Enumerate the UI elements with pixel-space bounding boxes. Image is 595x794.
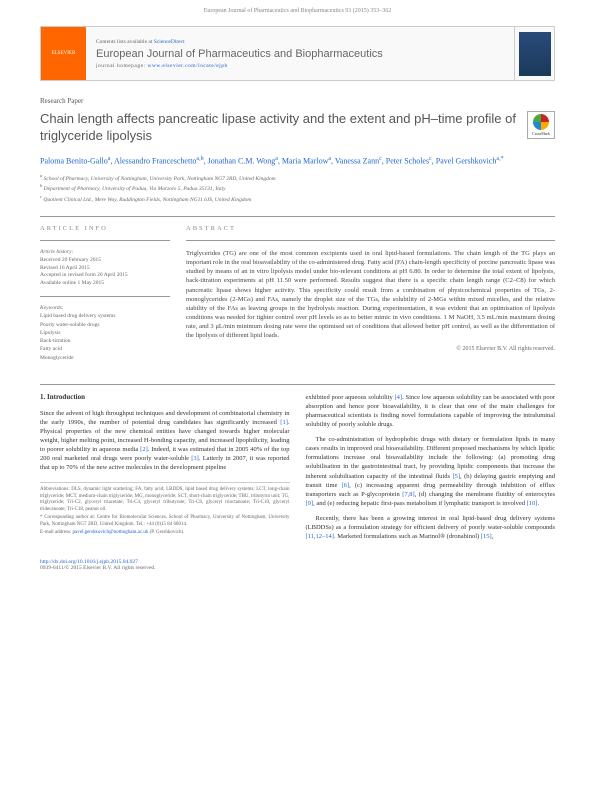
body-text: 1. Introduction Since the advent of high…	[40, 393, 555, 547]
abstract-header: ABSTRACT	[186, 225, 555, 232]
sciencedirect-link[interactable]: ScienceDirect	[154, 39, 185, 45]
email-link[interactable]: pavel.gershkovich@nottingham.ac.uk	[73, 530, 149, 535]
keywords-label: Keywords:	[40, 305, 170, 313]
divider	[40, 216, 555, 217]
abstract-text: Triglycerides (TG) are one of the most c…	[186, 249, 555, 340]
crossmark-label: CrossMark	[532, 131, 550, 136]
keywords-list: Lipid based drug delivery systemsPoorly …	[40, 312, 170, 362]
article-title: Chain length affects pancreatic lipase a…	[40, 111, 555, 145]
footnotes: Abbreviations: DLS, dynamic light scatte…	[40, 482, 290, 537]
article-info-column: ARTICLE INFO Article history: Received 2…	[40, 225, 170, 370]
crossmark-badge[interactable]: CrossMark	[527, 111, 555, 139]
history-label: Article history:	[40, 249, 170, 257]
body-column-left: 1. Introduction Since the advent of high…	[40, 393, 290, 547]
body-column-right: exhibited poor aqueous solubility [4]. S…	[306, 393, 556, 547]
body-paragraph: Since the advent of high throughput tech…	[40, 409, 290, 473]
banner-center: Contents lists available at ScienceDirec…	[86, 27, 514, 80]
affiliations: a School of Pharmacy, University of Nott…	[40, 173, 555, 205]
running-header: European Journal of Pharmaceutics and Bi…	[0, 0, 595, 18]
abbreviations-footnote: Abbreviations: DLS, dynamic light scatte…	[40, 487, 290, 513]
body-paragraph: The co-administration of hydrophobic dru…	[306, 435, 556, 508]
homepage-prefix: journal homepage:	[96, 63, 147, 69]
abstract-column: ABSTRACT Triglycerides (TG) are one of t…	[186, 225, 555, 370]
journal-banner: ELSEVIER Contents lists available at Sci…	[40, 26, 555, 81]
intro-heading: 1. Introduction	[40, 393, 290, 403]
contents-line: Contents lists available at ScienceDirec…	[96, 39, 504, 45]
journal-cover-icon	[519, 32, 551, 76]
publisher-logo: ELSEVIER	[41, 27, 86, 80]
paper-type: Research Paper	[40, 97, 555, 105]
body-paragraph: Recently, there has been a growing inter…	[306, 514, 556, 541]
history-list: Received 20 February 2015Revised 16 Apri…	[40, 257, 170, 288]
doi-footer: http://dx.doi.org/10.1016/j.ejpb.2015.04…	[0, 555, 595, 579]
issn-line: 0939-6411/© 2015 Elsevier B.V. All right…	[40, 565, 156, 571]
corresponding-footnote: * Corresponding author at: Centre for Bi…	[40, 515, 290, 528]
body-paragraph: exhibited poor aqueous solubility [4]. S…	[306, 393, 556, 429]
homepage-link[interactable]: www.elsevier.com/locate/ejpb	[147, 63, 227, 69]
abstract-copyright: © 2015 Elsevier B.V. All rights reserved…	[186, 346, 555, 352]
email-label: E-mail address:	[40, 530, 73, 535]
author-list: Paloma Benito-Galloa, Alessandro Frances…	[40, 155, 555, 167]
journal-name: European Journal of Pharmaceutics and Bi…	[96, 48, 504, 60]
email-footnote: E-mail address: pavel.gershkovich@nottin…	[40, 530, 290, 537]
cover-thumb-box	[514, 27, 554, 80]
journal-homepage: journal homepage: www.elsevier.com/locat…	[96, 63, 504, 69]
article-info-header: ARTICLE INFO	[40, 225, 170, 232]
email-suffix: (P. Gershkovich).	[148, 530, 184, 535]
contents-prefix: Contents lists available at	[96, 39, 154, 45]
crossmark-icon	[533, 114, 549, 130]
